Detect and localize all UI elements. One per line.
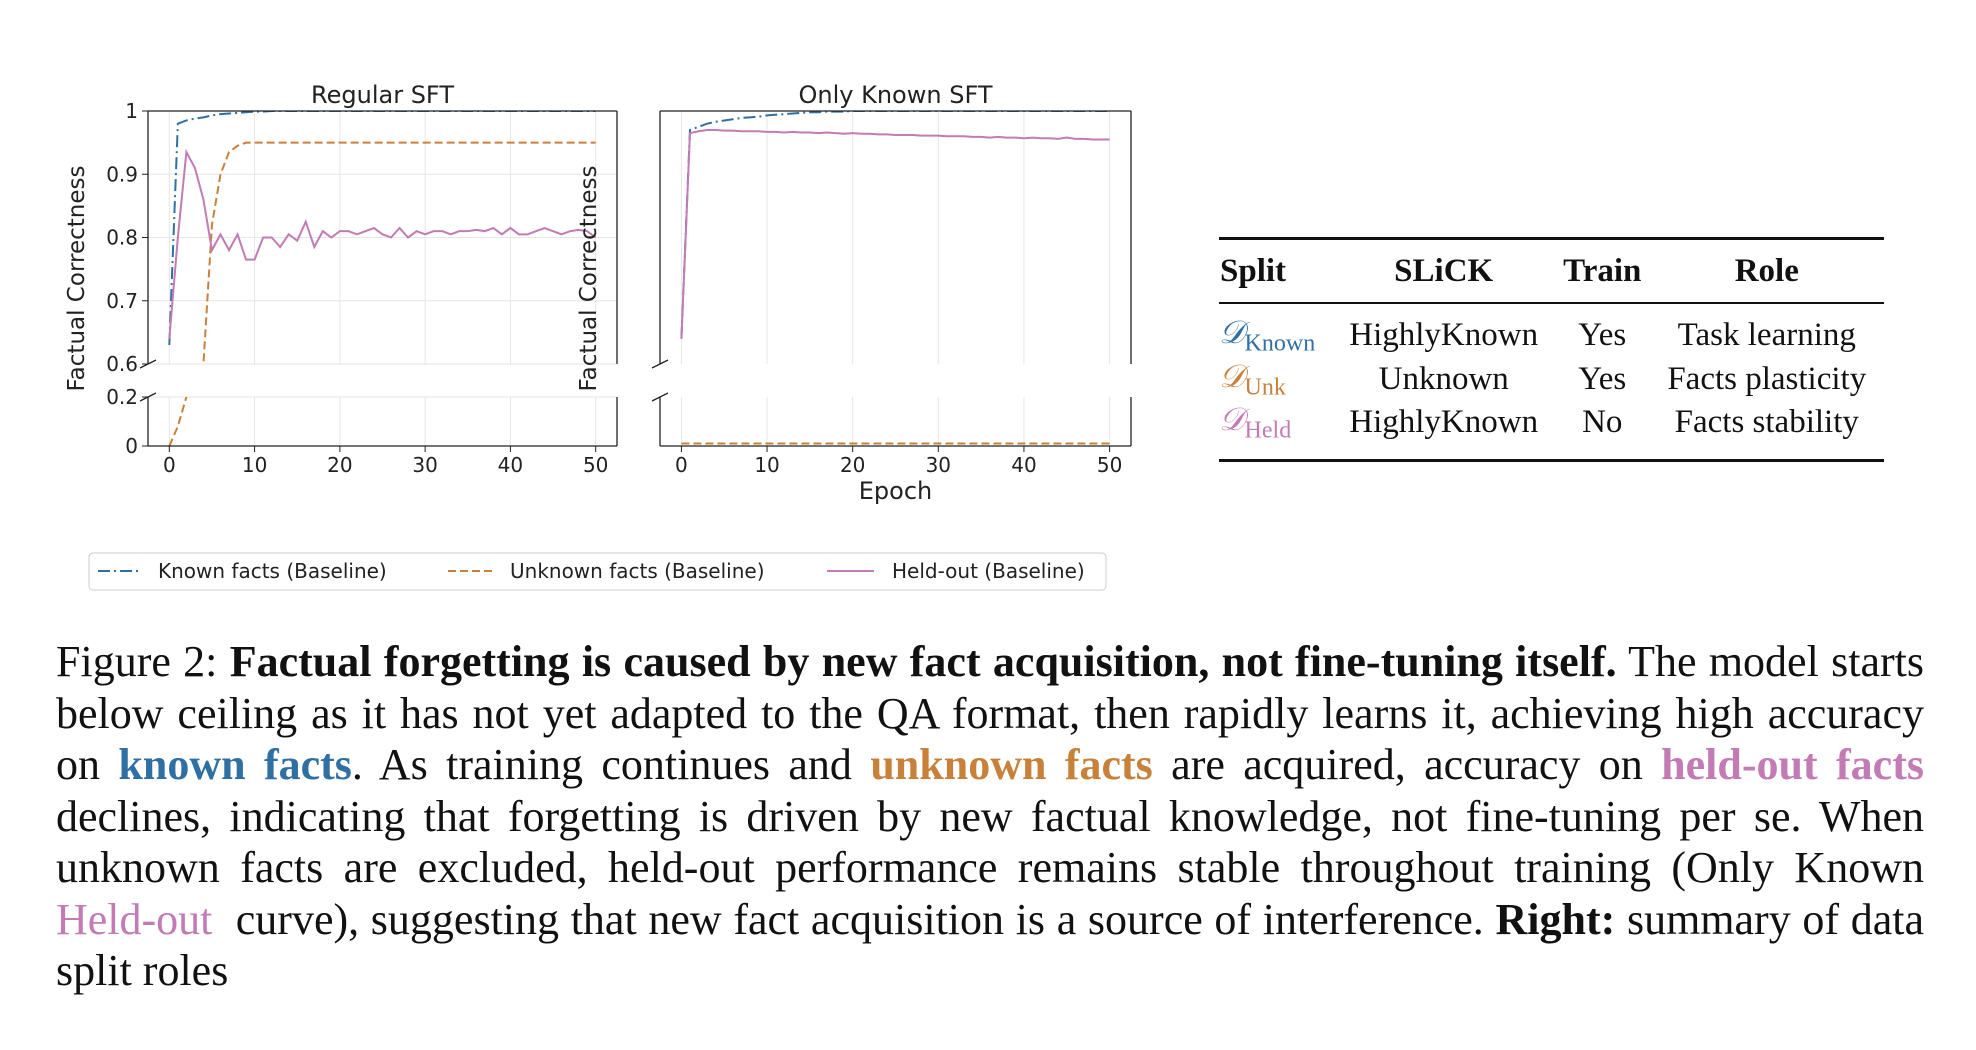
series-line <box>681 208 1109 289</box>
x-tick-label: 20 <box>327 453 352 477</box>
series-line <box>681 201 1109 289</box>
split-subscript: Known <box>1244 330 1316 357</box>
chart-title: Only Known SFT <box>799 81 993 109</box>
axis-break <box>651 392 669 402</box>
caption-text: Right: <box>1495 894 1616 944</box>
table-cell: Task learning <box>1677 317 1856 354</box>
y-tick-label: 0 <box>125 434 138 458</box>
x-tick-label: 50 <box>583 453 608 477</box>
split-symbol: 𝒟 <box>1219 314 1245 350</box>
split-cell: 𝒟Unk <box>1219 358 1332 402</box>
x-tick-label: 40 <box>498 453 523 477</box>
split-subscript: Held <box>1244 417 1292 444</box>
x-tick-label: 0 <box>163 453 176 477</box>
y-axis-label: Factual Correctness <box>576 166 602 392</box>
x-tick-label: 10 <box>242 453 267 477</box>
x-tick-label: 0 <box>675 453 688 477</box>
y-tick-label: 0.6 <box>106 352 138 376</box>
legend-label: Held-out (Baseline) <box>892 559 1085 583</box>
axis-break <box>139 392 157 402</box>
table-cell: HighlyKnown <box>1349 317 1539 354</box>
caption-text: are acquired, accuracy on <box>1152 740 1662 789</box>
x-tick-label: 40 <box>1011 453 1036 477</box>
caption-text: known facts <box>118 740 352 789</box>
legend-label: Unknown facts (Baseline) <box>510 559 765 583</box>
x-tick-label: 10 <box>754 453 779 477</box>
caption-text: held-out facts <box>1661 740 1924 789</box>
table-cell: Yes <box>1578 317 1627 354</box>
table-row: 𝒟Known HighlyKnown Yes Task learning <box>1219 303 1884 358</box>
caption-text: Figure 2: <box>56 637 230 686</box>
table-cell: Unknown <box>1378 360 1509 397</box>
series-line <box>168 111 596 346</box>
series-line <box>168 397 188 446</box>
series-line <box>202 141 596 364</box>
chart-title: Regular SFT <box>311 81 454 109</box>
legend-label: Known facts (Baseline) <box>158 559 387 583</box>
series-line <box>168 148 597 339</box>
y-axis-label: Factual Correctness <box>64 166 90 392</box>
y-tick-label: 0.8 <box>106 226 138 250</box>
table-cell: Facts stability <box>1649 401 1884 462</box>
x-tick-label: 20 <box>840 453 865 477</box>
table-row: 𝒟Unk Unknown Yes Facts plasticity <box>1219 358 1884 402</box>
table-cell: No <box>1554 401 1650 462</box>
caption-text: . As training continues and <box>351 740 871 789</box>
split-symbol: 𝒟 <box>1219 401 1245 438</box>
axis-break <box>139 359 157 369</box>
split-symbol: 𝒟 <box>1219 357 1245 394</box>
x-tick-label: 30 <box>412 453 437 477</box>
y-tick-label: 1 <box>125 99 138 123</box>
caption-text: The model starts below ceiling as it has… <box>56 637 1935 789</box>
series-line <box>680 111 1110 339</box>
caption-text: curve), suggesting that new fact acquisi… <box>212 894 1496 944</box>
series-line <box>169 217 595 289</box>
caption-text: summary of data split roles <box>56 894 1935 996</box>
split-cell: 𝒟Held <box>1219 401 1333 462</box>
column-header: Train <box>1554 237 1650 304</box>
x-tick-label: 50 <box>1097 453 1122 477</box>
caption-text: declines, indicating that forgetting is … <box>56 740 1935 893</box>
series-line <box>169 201 595 292</box>
caption-text: unknown facts <box>870 740 1153 789</box>
column-header: SLiCK <box>1332 237 1555 304</box>
y-tick-label: 0.7 <box>106 289 138 313</box>
x-tick-label: 30 <box>926 453 951 477</box>
series-line <box>680 128 1110 339</box>
split-cell: 𝒟Known <box>1219 303 1332 358</box>
legend-box <box>88 552 1107 591</box>
column-header: Role <box>1649 237 1884 304</box>
split-table: Split SLiCK Train Role 𝒟Known HighlyKnown Yes T… <box>1219 237 1884 462</box>
table-cell: HighlyKnown <box>1332 401 1555 462</box>
caption-text: Factual forgetting is caused by new fact… <box>229 637 1617 686</box>
axis-break <box>651 359 669 369</box>
split-subscript: Unk <box>1244 374 1286 401</box>
table-cell: Yes <box>1578 360 1627 397</box>
x-axis-label: Epoch <box>859 477 933 505</box>
table-row: 𝒟Held HighlyKnown No Facts stability <box>1219 401 1884 462</box>
caption: Figure 2: Factual forgetting is caused b… <box>56 636 1924 997</box>
column-header: Split <box>1219 237 1333 304</box>
caption-text: Held-out <box>56 894 213 944</box>
y-tick-label: 0.9 <box>106 162 138 186</box>
y-tick-label: 0.2 <box>106 385 138 409</box>
table-cell: Facts plasticity <box>1667 360 1867 397</box>
